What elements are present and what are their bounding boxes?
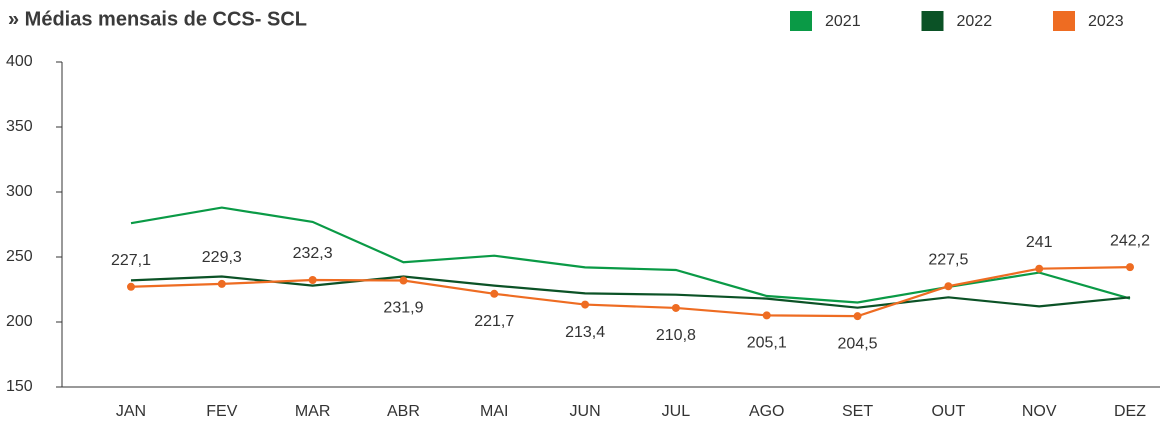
x-tick-label: JUL	[662, 403, 691, 420]
point	[1126, 263, 1134, 272]
point	[1035, 264, 1044, 273]
x-tick-label: OUT	[931, 403, 965, 420]
point	[217, 279, 226, 288]
legend-label: 2023	[1088, 13, 1124, 30]
line	[130, 266, 1131, 318]
x-tick-label: NOV	[1022, 403, 1057, 420]
line	[130, 206, 1131, 304]
data-label: 227,1	[111, 252, 151, 269]
point	[127, 282, 135, 291]
point	[853, 312, 862, 321]
x-tick-label: JAN	[116, 403, 146, 420]
y-tick-label: 400	[6, 53, 33, 70]
x-tick-label: FEV	[206, 403, 237, 420]
line	[130, 275, 1131, 309]
x-tick-label: DEZ	[1114, 403, 1146, 420]
x-tick-label: AGO	[749, 403, 785, 420]
data-label: 241	[1026, 234, 1053, 251]
data-label: 204,5	[838, 335, 878, 352]
x-tick-label: ABR	[387, 403, 420, 420]
y-tick-label: 250	[6, 248, 33, 265]
legend-swatch	[1053, 11, 1075, 31]
point	[308, 276, 317, 285]
x-tick-label: MAI	[480, 403, 508, 420]
legend-swatch	[921, 11, 944, 31]
legend-swatch	[790, 11, 812, 31]
legend-label: 2022	[957, 13, 993, 30]
y-tick-label: 150	[6, 378, 33, 395]
x-tick-label: SET	[842, 403, 873, 420]
data-label: 210,8	[656, 327, 696, 344]
x-tick-label: JUN	[570, 403, 601, 420]
data-label: 232,3	[293, 245, 333, 262]
point	[671, 303, 680, 312]
point	[399, 276, 408, 285]
data-label: 227,5	[928, 251, 968, 268]
point	[581, 300, 590, 309]
data-label: 231,9	[383, 300, 423, 317]
data-label: 229,3	[202, 249, 242, 266]
y-tick-label: 350	[6, 118, 33, 135]
chart-title: » Médias mensais de CCS- SCL	[8, 8, 307, 30]
data-label: 221,7	[474, 313, 514, 330]
point	[490, 289, 499, 298]
x-tick-label: MAR	[295, 403, 331, 420]
y-tick-label: 300	[6, 183, 33, 200]
y-tick-label: 200	[6, 313, 33, 330]
point	[762, 311, 771, 320]
data-label: 213,4	[565, 324, 605, 341]
point	[944, 282, 953, 291]
legend-label: 2021	[825, 13, 861, 30]
data-label: 205,1	[747, 335, 787, 352]
data-label: 242,2	[1110, 232, 1150, 249]
